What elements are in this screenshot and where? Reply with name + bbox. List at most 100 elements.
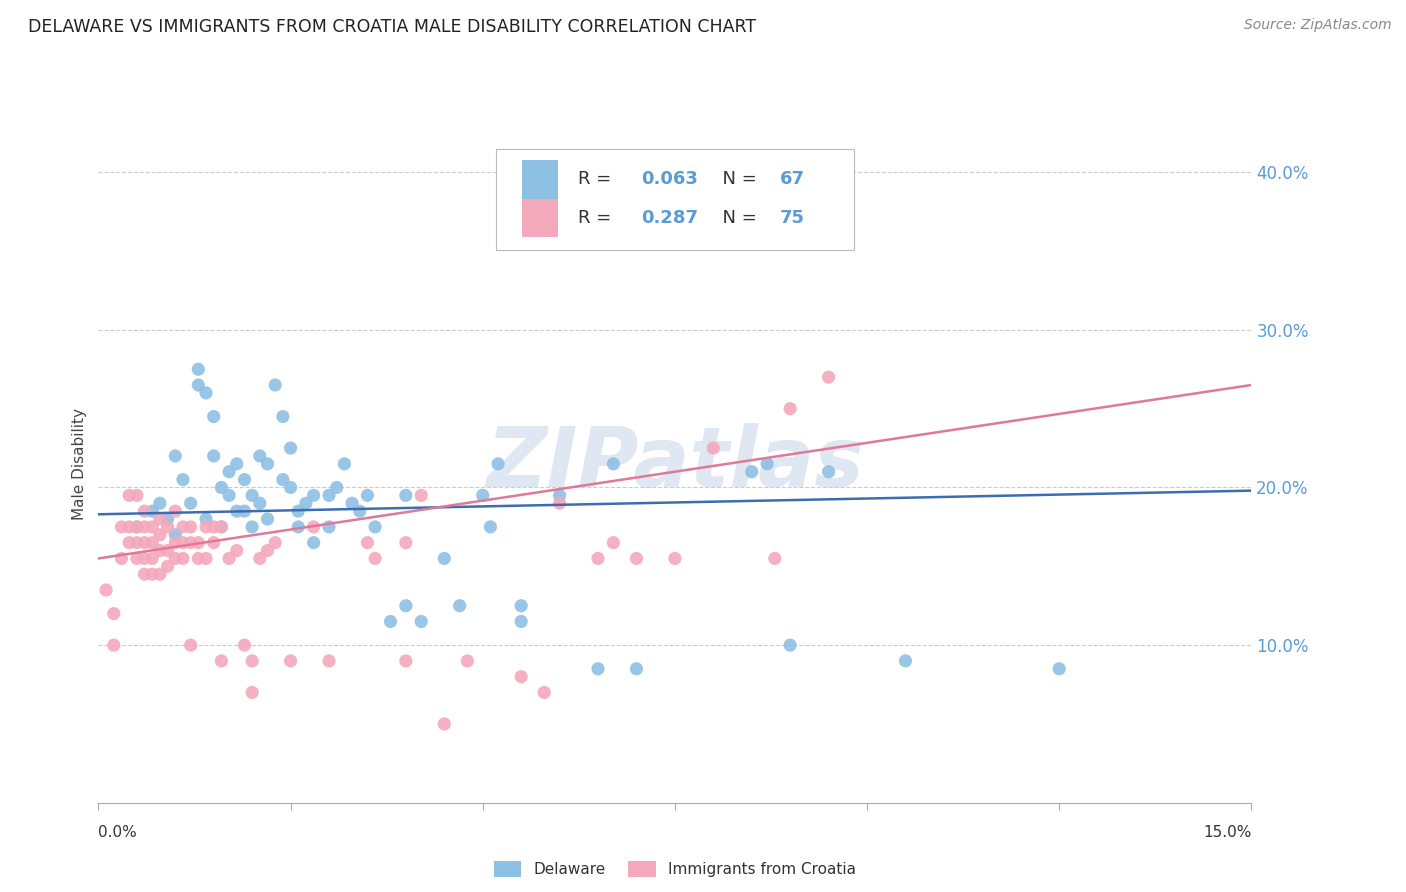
Point xyxy=(626,551,648,566)
Point xyxy=(602,535,624,549)
Point xyxy=(240,654,263,668)
Point xyxy=(225,504,247,518)
Point xyxy=(302,520,325,534)
Point xyxy=(103,607,125,621)
Point xyxy=(817,465,839,479)
Text: 0.0%: 0.0% xyxy=(98,825,138,840)
Point xyxy=(209,481,232,495)
Point xyxy=(125,520,148,534)
Point xyxy=(195,551,218,566)
Text: 0.287: 0.287 xyxy=(641,209,699,227)
Point xyxy=(165,504,187,518)
Point xyxy=(134,520,156,534)
Point xyxy=(433,717,456,731)
Point xyxy=(218,488,240,502)
Point xyxy=(548,488,571,502)
Point xyxy=(195,385,218,400)
Point xyxy=(118,520,141,534)
Text: N =: N = xyxy=(710,209,762,227)
Point xyxy=(118,488,141,502)
Point xyxy=(233,504,256,518)
Point xyxy=(134,567,156,582)
Point xyxy=(456,654,478,668)
FancyBboxPatch shape xyxy=(522,161,558,199)
Point xyxy=(1047,662,1070,676)
Point xyxy=(187,378,209,392)
Point xyxy=(209,654,232,668)
Point xyxy=(256,457,278,471)
Point xyxy=(340,496,363,510)
Point xyxy=(172,520,194,534)
Point xyxy=(894,654,917,668)
Point xyxy=(510,615,533,629)
Point xyxy=(94,582,117,597)
Point xyxy=(256,512,278,526)
Point xyxy=(664,551,686,566)
Text: 75: 75 xyxy=(780,209,804,227)
Point xyxy=(165,528,187,542)
Point xyxy=(471,488,494,502)
Point xyxy=(149,543,172,558)
Point xyxy=(134,551,156,566)
Point xyxy=(741,165,763,179)
Point xyxy=(264,378,287,392)
Point xyxy=(218,465,240,479)
Point xyxy=(156,512,179,526)
Point xyxy=(333,457,356,471)
Point xyxy=(349,504,371,518)
Point xyxy=(817,370,839,384)
Point xyxy=(779,401,801,416)
Point xyxy=(110,551,132,566)
Point xyxy=(302,488,325,502)
Point xyxy=(280,441,302,455)
Point xyxy=(149,496,172,510)
Point xyxy=(187,551,209,566)
Point xyxy=(149,512,172,526)
Point xyxy=(233,638,256,652)
Text: 15.0%: 15.0% xyxy=(1204,825,1251,840)
Point xyxy=(271,473,294,487)
Point xyxy=(156,520,179,534)
Point xyxy=(449,599,471,613)
Point xyxy=(395,654,418,668)
Point xyxy=(165,551,187,566)
Point xyxy=(756,457,779,471)
Point xyxy=(180,496,202,510)
Point xyxy=(741,465,763,479)
Point xyxy=(295,496,318,510)
Point xyxy=(602,457,624,471)
Point xyxy=(249,496,271,510)
Point xyxy=(202,449,225,463)
Point xyxy=(195,512,218,526)
Point xyxy=(395,488,418,502)
Point xyxy=(209,520,232,534)
Point xyxy=(149,528,172,542)
Point xyxy=(141,567,163,582)
Point xyxy=(763,551,786,566)
Point xyxy=(125,535,148,549)
Point xyxy=(271,409,294,424)
Point xyxy=(125,551,148,566)
Legend: Delaware, Immigrants from Croatia: Delaware, Immigrants from Croatia xyxy=(488,855,862,883)
Point xyxy=(172,473,194,487)
Point xyxy=(165,449,187,463)
Point xyxy=(165,535,187,549)
Point xyxy=(380,615,402,629)
Point xyxy=(218,551,240,566)
Point xyxy=(225,457,247,471)
Point xyxy=(125,520,148,534)
Point xyxy=(202,520,225,534)
Text: DELAWARE VS IMMIGRANTS FROM CROATIA MALE DISABILITY CORRELATION CHART: DELAWARE VS IMMIGRANTS FROM CROATIA MALE… xyxy=(28,18,756,36)
Point xyxy=(141,520,163,534)
Point xyxy=(356,488,378,502)
Point xyxy=(180,520,202,534)
Point xyxy=(364,520,387,534)
Point xyxy=(225,543,247,558)
Text: R =: R = xyxy=(578,209,617,227)
Point xyxy=(510,670,533,684)
Point xyxy=(533,685,555,699)
FancyBboxPatch shape xyxy=(522,199,558,237)
Point xyxy=(103,638,125,652)
Text: 0.063: 0.063 xyxy=(641,170,699,188)
Point xyxy=(134,504,156,518)
